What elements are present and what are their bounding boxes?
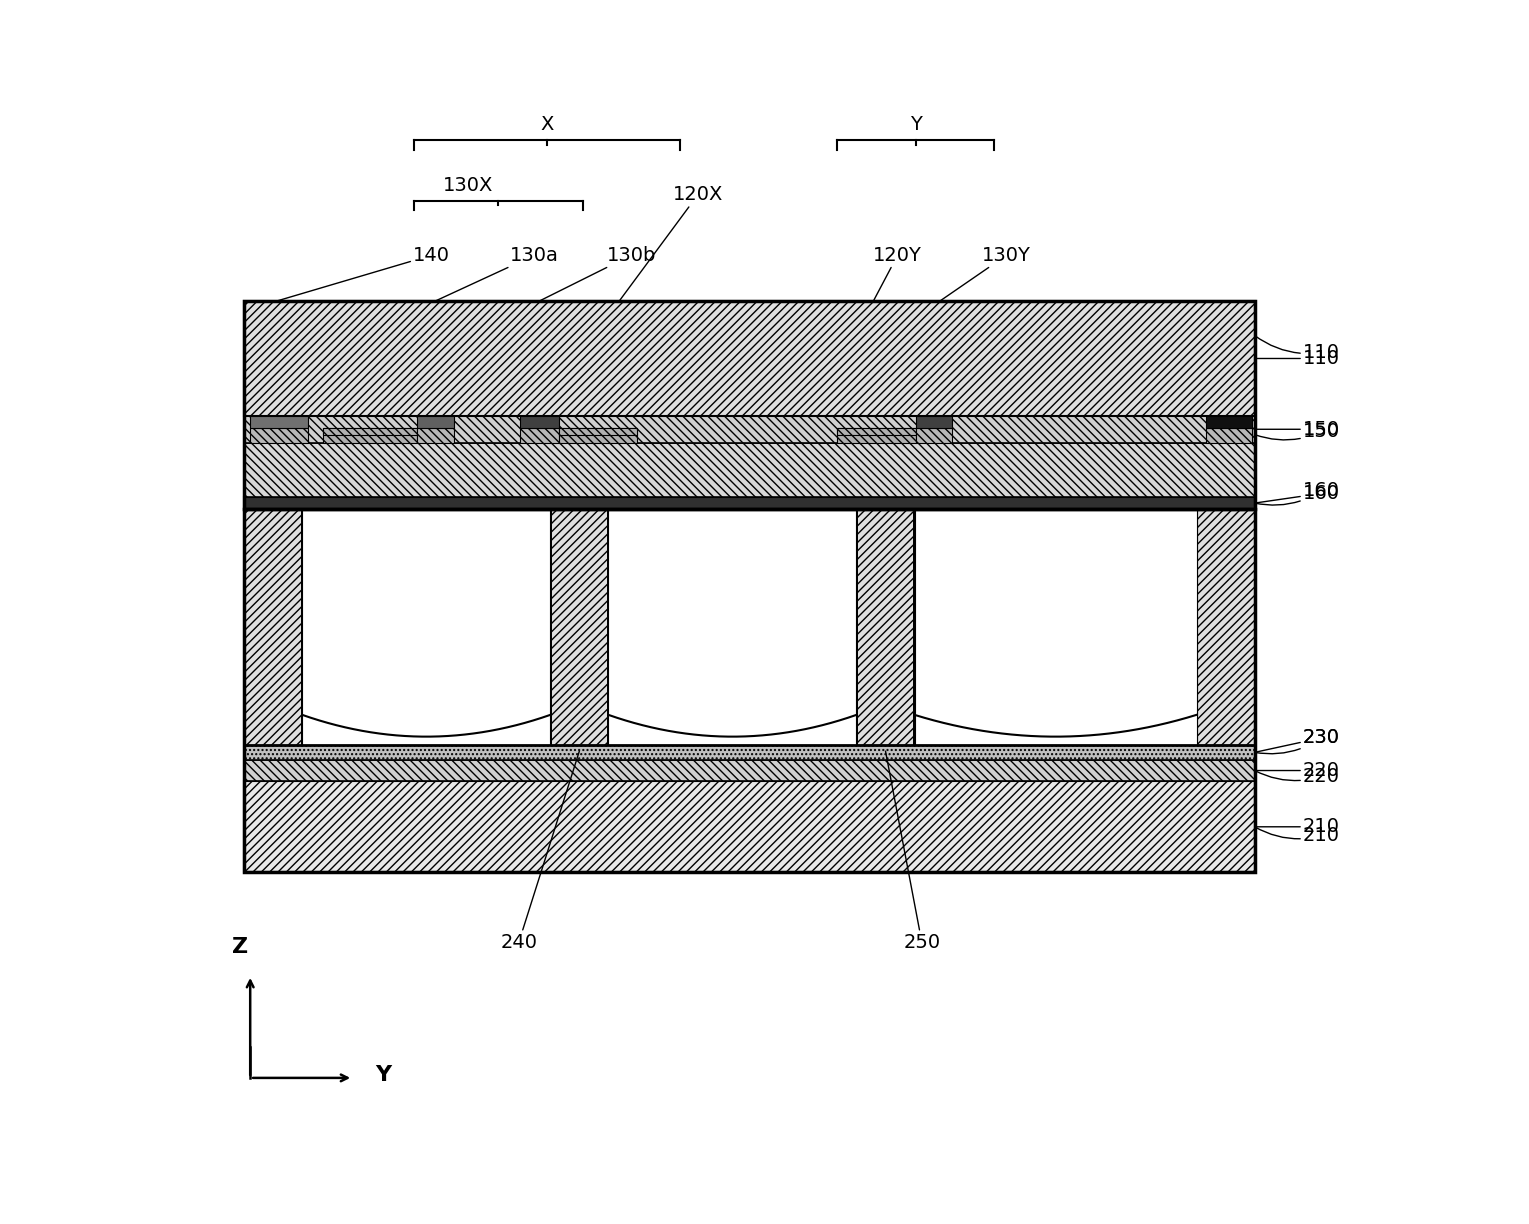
Bar xyxy=(856,509,914,745)
Bar xyxy=(245,781,1255,873)
Bar xyxy=(245,443,1255,497)
Bar xyxy=(245,760,1255,781)
Text: Y: Y xyxy=(910,115,922,133)
Bar xyxy=(550,509,609,745)
Bar xyxy=(323,428,417,443)
Bar xyxy=(245,509,303,745)
Text: 150: 150 xyxy=(1255,420,1339,438)
Text: 120Y: 120Y xyxy=(873,246,922,301)
Text: 110: 110 xyxy=(1255,349,1339,368)
Text: 210: 210 xyxy=(1255,818,1339,836)
Bar xyxy=(836,428,916,443)
Text: 120X: 120X xyxy=(619,185,723,301)
Bar xyxy=(245,497,1255,509)
Bar xyxy=(558,428,638,436)
Bar xyxy=(303,509,550,745)
Text: 110: 110 xyxy=(1255,335,1339,362)
Bar xyxy=(856,509,914,745)
Text: 160: 160 xyxy=(1255,483,1339,503)
Bar xyxy=(251,428,309,443)
Text: Z: Z xyxy=(232,936,249,957)
Bar xyxy=(245,509,1255,745)
Bar xyxy=(836,428,916,436)
Bar xyxy=(1206,428,1252,443)
Bar xyxy=(1197,509,1255,745)
Bar xyxy=(245,301,1255,416)
Bar xyxy=(558,428,638,443)
Text: 220: 220 xyxy=(1255,761,1339,780)
Bar xyxy=(417,428,454,443)
Bar xyxy=(914,509,1197,745)
Bar xyxy=(609,509,856,745)
Bar xyxy=(323,428,417,436)
Text: 230: 230 xyxy=(1255,728,1339,753)
Bar xyxy=(251,416,309,428)
Bar xyxy=(520,428,558,443)
Text: 130a: 130a xyxy=(436,246,560,301)
Bar xyxy=(245,509,303,745)
Text: 130b: 130b xyxy=(540,246,656,301)
Text: Y: Y xyxy=(375,1065,391,1086)
Text: 150: 150 xyxy=(1255,422,1339,441)
Bar xyxy=(245,745,1255,760)
Bar xyxy=(916,428,953,443)
Text: X: X xyxy=(540,115,553,133)
Bar xyxy=(245,509,1255,745)
Text: 140: 140 xyxy=(277,246,450,301)
Text: 210: 210 xyxy=(1255,826,1339,846)
Text: 160: 160 xyxy=(1255,481,1339,506)
Text: 230: 230 xyxy=(1255,728,1339,754)
Bar xyxy=(245,301,1255,509)
Text: 240: 240 xyxy=(500,752,579,952)
Bar xyxy=(417,416,454,428)
Bar xyxy=(550,509,609,745)
Text: 220: 220 xyxy=(1255,767,1339,786)
Bar xyxy=(520,416,558,428)
Bar xyxy=(916,416,953,428)
Text: 250: 250 xyxy=(885,752,940,952)
Bar xyxy=(245,509,1255,873)
Bar xyxy=(245,416,1255,443)
Bar xyxy=(1197,509,1255,745)
Text: 130Y: 130Y xyxy=(940,246,1031,301)
Text: 130X: 130X xyxy=(443,175,494,195)
Bar xyxy=(1206,416,1252,428)
